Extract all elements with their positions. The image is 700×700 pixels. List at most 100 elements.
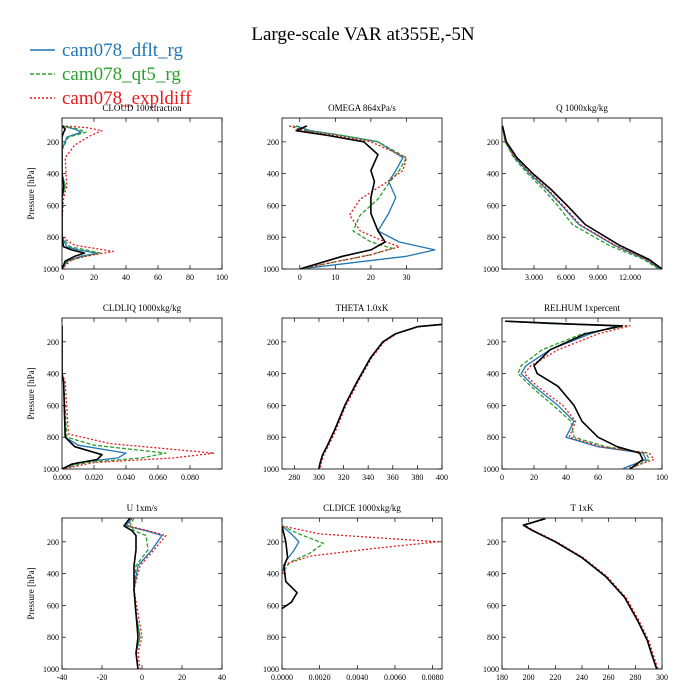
y-tick-label: 400 xyxy=(47,370,59,379)
figure-title: Large-scale VAR at355E,-5N xyxy=(251,24,474,45)
x-tick-label: 40 xyxy=(562,473,570,482)
panel-title: RELHUM 1xpercent xyxy=(544,303,620,313)
x-tick-label: -20 xyxy=(97,673,108,682)
x-tick-label: 40 xyxy=(218,673,226,682)
y-tick-label: 800 xyxy=(487,433,499,442)
x-tick-label: 200 xyxy=(523,673,535,682)
x-tick-label: 0 xyxy=(60,273,64,282)
x-tick-label: 20 xyxy=(530,473,538,482)
series-line xyxy=(125,518,163,669)
y-tick-label: 600 xyxy=(47,401,59,410)
panel-title: CLOUD 100xfraction xyxy=(102,103,182,113)
series-line xyxy=(502,125,661,269)
series-line xyxy=(62,325,215,469)
plot-frame xyxy=(281,517,443,670)
y-tick-label: 800 xyxy=(487,633,499,642)
y-tick-label: 400 xyxy=(267,370,279,379)
x-tick-label: 100 xyxy=(656,473,668,482)
y-tick-label: 600 xyxy=(487,401,499,410)
x-tick-label: 300 xyxy=(313,473,325,482)
x-tick-label: 340 xyxy=(362,473,374,482)
x-tick-label: 60 xyxy=(154,273,162,282)
y-tick-label: 800 xyxy=(47,233,59,242)
y-tick-label: 200 xyxy=(487,138,499,147)
y-tick-label: 1000 xyxy=(43,665,59,674)
x-tick-label: 320 xyxy=(338,473,350,482)
x-tick-label: 0.020 xyxy=(85,473,103,482)
y-tick-label: 600 xyxy=(267,401,279,410)
x-tick-label: 360 xyxy=(387,473,399,482)
y-tick-label: 800 xyxy=(47,433,59,442)
x-tick-label: 20 xyxy=(178,673,186,682)
plot-frame xyxy=(501,117,663,270)
x-tick-label: 20 xyxy=(90,273,98,282)
panel-title: CLDICE 1000xkg/kg xyxy=(323,503,401,513)
y-tick-label: 200 xyxy=(47,338,59,347)
series-line xyxy=(505,320,655,469)
series-line xyxy=(129,518,149,669)
x-tick-label: 80 xyxy=(186,273,194,282)
y-tick-label: 1000 xyxy=(483,465,499,474)
y-tick-label: 400 xyxy=(267,570,279,579)
y-tick-label: 200 xyxy=(267,538,279,547)
y-tick-label: 200 xyxy=(47,538,59,547)
y-tick-label: 800 xyxy=(487,233,499,242)
panel-title: THETA 1.0xK xyxy=(336,303,389,313)
y-tick-label: 400 xyxy=(487,370,499,379)
x-tick-label: 0.0060 xyxy=(384,673,406,682)
y-tick-label: 600 xyxy=(267,601,279,610)
y-tick-label: 1000 xyxy=(263,265,279,274)
x-tick-label: 300 xyxy=(656,673,668,682)
plot-frame xyxy=(501,517,663,670)
series-line xyxy=(282,525,298,610)
x-tick-label: 400 xyxy=(436,473,448,482)
x-tick-label: 280 xyxy=(288,473,300,482)
x-tick-label: 380 xyxy=(411,473,423,482)
x-tick-label: 0.0020 xyxy=(309,673,331,682)
series-line xyxy=(505,320,644,469)
y-tick-label: 600 xyxy=(47,201,59,210)
panel-title: OMEGA 864xPa/s xyxy=(328,103,396,113)
x-tick-label: 0.060 xyxy=(149,473,167,482)
x-tick-label: 180 xyxy=(496,673,508,682)
series-line xyxy=(62,125,86,269)
series-line xyxy=(62,325,103,469)
plot-frame xyxy=(501,317,663,470)
legend-label: cam078_qt5_rg xyxy=(62,64,181,85)
x-tick-label: 0.0080 xyxy=(422,673,444,682)
x-tick-label: 220 xyxy=(549,673,561,682)
x-tick-label: 0.0040 xyxy=(346,673,368,682)
y-tick-label: 600 xyxy=(487,201,499,210)
y-tick-label: 800 xyxy=(267,433,279,442)
y-tick-label: 800 xyxy=(267,233,279,242)
series-line xyxy=(502,125,660,269)
y-tick-label: 400 xyxy=(267,170,279,179)
series-line xyxy=(295,125,436,269)
x-tick-label: 100 xyxy=(216,273,228,282)
y-tick-label: 600 xyxy=(47,601,59,610)
x-tick-label: -40 xyxy=(57,673,68,682)
x-tick-label: 40 xyxy=(122,273,130,282)
y-tick-label: 800 xyxy=(267,633,279,642)
series-line xyxy=(522,518,658,669)
plot-frame xyxy=(281,117,443,270)
y-tick-label: 1000 xyxy=(483,265,499,274)
series-line xyxy=(123,518,139,669)
x-tick-label: 0.080 xyxy=(181,473,199,482)
y-tick-label: 200 xyxy=(267,138,279,147)
plot-frame xyxy=(281,317,443,470)
x-tick-label: 30 xyxy=(402,273,410,282)
legend: cam078_dflt_rg cam078_qt5_rg cam078_expldi… xyxy=(30,40,192,109)
series-line xyxy=(318,323,442,469)
y-tick-label: 200 xyxy=(47,138,59,147)
plot-frame xyxy=(61,317,223,470)
series-line xyxy=(505,320,650,469)
panel: THETA 1.0xK 200 400 600 800 1000 280 300 320 340 3… xyxy=(263,303,448,482)
